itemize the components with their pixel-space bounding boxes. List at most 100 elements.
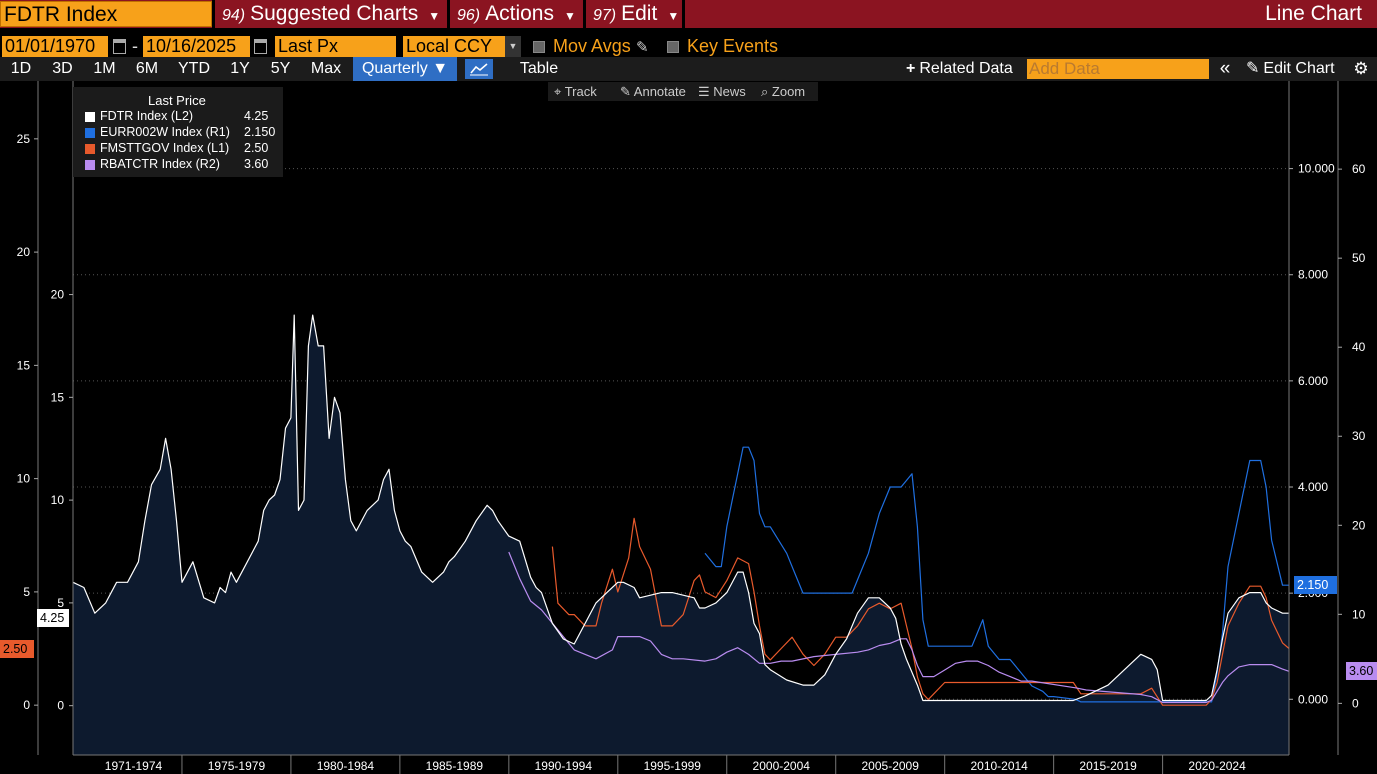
x-category-label: 2015-2019 [1079,759,1137,773]
edit-menu[interactable]: 97) Edit ▼ [593,0,679,28]
legend-title: Last Price [148,93,206,108]
menu-separator [682,0,685,28]
timeframe-6m[interactable]: 6M [135,60,159,77]
fdtr-last-value-tag: 4.25 [37,609,69,627]
r1-tick-label: 8.000 [1298,268,1328,282]
edit-chart-button[interactable]: ✎ Edit Chart [1240,57,1344,81]
annotate-tool[interactable]: ✎ Annotate [620,82,686,101]
key-events-checkbox[interactable] [667,41,679,53]
r1-tick-label: 10.000 [1298,162,1335,176]
axes: 0510152025051015200.0002.0004.0006.0008.… [17,81,1366,774]
l1-tick-label: 10 [17,472,31,486]
legend-value: 2.150 [244,125,276,139]
track-label: Track [564,84,597,99]
l2-tick-label: 5 [57,596,64,610]
chart-tools: ⌖ Track ✎ Annotate ☰ News ⌕ Zoom [548,82,818,101]
series-line-rbat [508,551,1290,704]
series-lines [72,314,1290,706]
price-field-select[interactable]: Last Px [275,36,396,57]
start-date-input[interactable]: 01/01/1970 [2,36,108,57]
timeframe-1d[interactable]: 1D [10,60,32,77]
ticker-input[interactable]: FDTR Index [0,1,212,27]
legend-swatch [85,112,95,122]
timeframe-ytd[interactable]: YTD [178,60,210,77]
l2-tick-label: 15 [51,390,65,404]
title-bar: FDTR Index 94) Suggested Charts ▼ 96) Actio… [0,0,1377,28]
end-date-input[interactable]: 10/16/2025 [143,36,250,57]
zoom-tool[interactable]: ⌕ Zoom [761,82,805,101]
series-line-fdtr [72,314,1289,702]
periodicity-select[interactable]: Quarterly ▼ [353,57,457,81]
l2-tick-label: 0 [57,699,64,713]
pencil-icon: ✎ [1246,60,1260,77]
track-tool[interactable]: ⌖ Track [554,82,597,101]
legend-name: FDTR Index (L2) [100,109,194,123]
legend-swatch [85,128,95,138]
legend-value: 4.25 [244,109,269,123]
l1-tick-label: 20 [17,245,31,259]
x-category-label: 1975-1979 [208,759,266,773]
menu-separator [583,0,586,28]
collapse-icon[interactable]: « [1219,58,1231,79]
r2-tick-label: 30 [1352,429,1366,443]
menu-label: Suggested Charts [250,2,419,25]
l1-tick-label: 15 [17,358,31,372]
r2-tick-label: 10 [1352,607,1366,621]
chevron-down-icon[interactable]: ▼ [505,36,521,57]
actions-menu[interactable]: 96) Actions ▼ [457,0,576,28]
r2-tick-label: 0 [1352,696,1359,710]
news-tool[interactable]: ☰ News [698,82,746,101]
timeframe-5y[interactable]: 5Y [270,60,291,77]
mov-avgs-label[interactable]: Mov Avgs [553,36,631,56]
menu-separator [212,0,215,28]
menu-number: 97) [593,7,617,24]
mov-avgs-checkbox[interactable] [533,41,545,53]
legend-series-name: EURR002W Index [100,125,203,139]
timeframe-1m[interactable]: 1M [93,60,116,77]
crosshair-icon: ⌖ [554,84,565,99]
window-title: Line Chart [1265,2,1362,25]
l2-tick-label: 10 [51,493,65,507]
timeframe-max[interactable]: Max [310,60,342,77]
chart-area[interactable]: 0510152025051015200.0002.0004.0006.0008.… [0,81,1377,774]
legend-value: 2.50 [244,141,269,155]
legend-name: EURR002W Index (R1) [100,125,230,139]
x-category-label: 2020-2024 [1188,759,1246,773]
timeframe-3d[interactable]: 3D [52,60,73,77]
legend-series-name: FDTR Index [100,109,168,123]
chevron-down-icon: ▼ [428,9,441,23]
chart-type-button[interactable] [465,59,493,79]
currency-select[interactable]: Local CCY [403,36,505,57]
table-button[interactable]: Table [519,60,559,77]
key-events-label[interactable]: Key Events [687,36,779,56]
chevron-down-icon: ▼ [667,9,680,23]
related-data-button[interactable]: + Related Data [900,57,1018,81]
menu-number: 94) [222,7,246,24]
legend-value: 3.60 [244,157,269,171]
pencil-icon: ✎ [620,84,634,99]
r2-tick-label: 40 [1352,340,1366,354]
gear-icon[interactable]: ⚙ [1353,59,1369,78]
timeframe-1y[interactable]: 1Y [230,60,250,77]
calendar-icon[interactable] [254,39,267,54]
plus-icon: + [906,60,916,77]
legend-swatch [85,160,95,170]
menu-separator [447,0,450,28]
x-category-label: 1971-1974 [105,759,163,773]
news-label: News [713,84,746,99]
legend-series-name: RBATCTR Index [100,157,193,171]
legend-series-name: FMSTTGOV Index [100,141,204,155]
l1-tick-label: 0 [23,698,30,712]
legend: Last Price FDTR Index (L2) 4.25 EURR002W… [73,87,283,177]
pencil-icon[interactable]: ✎ [636,39,649,56]
l1-tick-label: 5 [23,585,30,599]
calendar-icon[interactable] [113,39,126,54]
r2-tick-label: 50 [1352,251,1366,265]
add-data-input[interactable]: Add Data [1027,59,1209,79]
fdtr-area-fill [73,315,1289,755]
x-category-label: 1995-1999 [644,759,702,773]
l2-tick-label: 20 [51,288,65,302]
suggested-charts-menu[interactable]: 94) Suggested Charts ▼ [222,0,440,28]
x-category-label: 2005-2009 [862,759,920,773]
legend-name: FMSTTGOV Index (L1) [100,141,230,155]
